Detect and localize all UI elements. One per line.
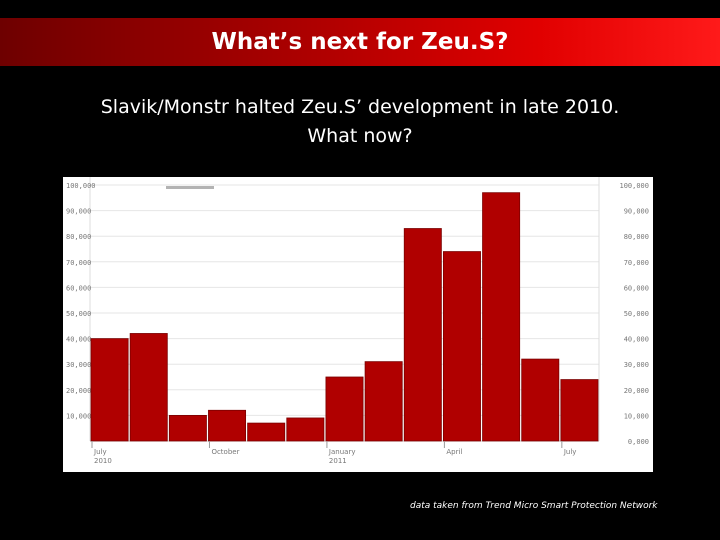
y-tick-label-left: 30,000	[66, 361, 91, 369]
x-tick-label-year: 2011	[329, 457, 347, 465]
y-tick-label-left: 50,000	[66, 310, 91, 318]
y-tick-label-left: 80,000	[66, 233, 91, 241]
y-tick-label-right: 70,000	[624, 259, 649, 267]
bar-chart: 10,000 20,000 30,000 40,000 50,000 60,000 70,0…	[66, 177, 649, 465]
x-tick-label: October	[211, 448, 239, 456]
y-tick-label-left: 90,000	[66, 208, 91, 216]
slide-subtitle: Slavik/Monstr halted Zeu.S’ development …	[40, 93, 680, 151]
y-tick-label-right: 10,000	[624, 412, 649, 420]
y-tick-label-right: 40,000	[624, 336, 649, 344]
title-bar: What’s next for Zeu.S?	[0, 18, 720, 66]
y-tick-label-left: 10,000	[66, 412, 91, 420]
bar	[521, 358, 560, 442]
bar	[403, 228, 442, 442]
y-tick-label-right: 20,000	[624, 387, 649, 395]
y-tick-label-right: 60,000	[624, 284, 649, 292]
y-tick-label-left: 100,000	[66, 182, 96, 190]
y-tick-label-left: 40,000	[66, 336, 91, 344]
bar	[364, 361, 403, 442]
bar	[325, 376, 364, 442]
y-tick-label-left: 20,000	[66, 387, 91, 395]
x-tick-label: July	[563, 448, 577, 456]
bar	[90, 338, 129, 442]
bar	[286, 417, 325, 442]
y-tick-label-right: 100,000	[619, 182, 649, 190]
y-tick-label-right: 50,000	[624, 310, 649, 318]
y-tick-label-left: 60,000	[66, 284, 91, 292]
y-tick-label-right: 0,000	[628, 438, 649, 446]
x-tick-label: July	[93, 448, 107, 456]
subtitle-line-1: Slavik/Monstr halted Zeu.S’ development …	[100, 96, 620, 118]
chart-panel: 10,000 20,000 30,000 40,000 50,000 60,000 70,0…	[63, 177, 653, 472]
subtitle-line-2: What now?	[307, 125, 413, 147]
y-tick-label-right: 90,000	[624, 208, 649, 216]
legend-swatch	[166, 186, 214, 189]
bar	[560, 379, 599, 442]
x-tick-label: January	[328, 448, 356, 456]
slide-title: What’s next for Zeu.S?	[211, 29, 509, 55]
y-tick-label-right: 30,000	[624, 361, 649, 369]
data-source-credit: data taken from Trend Micro Smart Protec…	[410, 501, 658, 511]
x-tick-label: April	[446, 448, 462, 456]
bar	[129, 333, 168, 442]
y-tick-label-left: 70,000	[66, 259, 91, 267]
x-tick-label-year: 2010	[94, 457, 112, 465]
y-tick-label-right: 80,000	[624, 233, 649, 241]
bar	[168, 414, 207, 442]
bar	[482, 192, 521, 442]
bar	[208, 409, 247, 442]
bar	[247, 422, 286, 442]
bar	[442, 251, 481, 442]
